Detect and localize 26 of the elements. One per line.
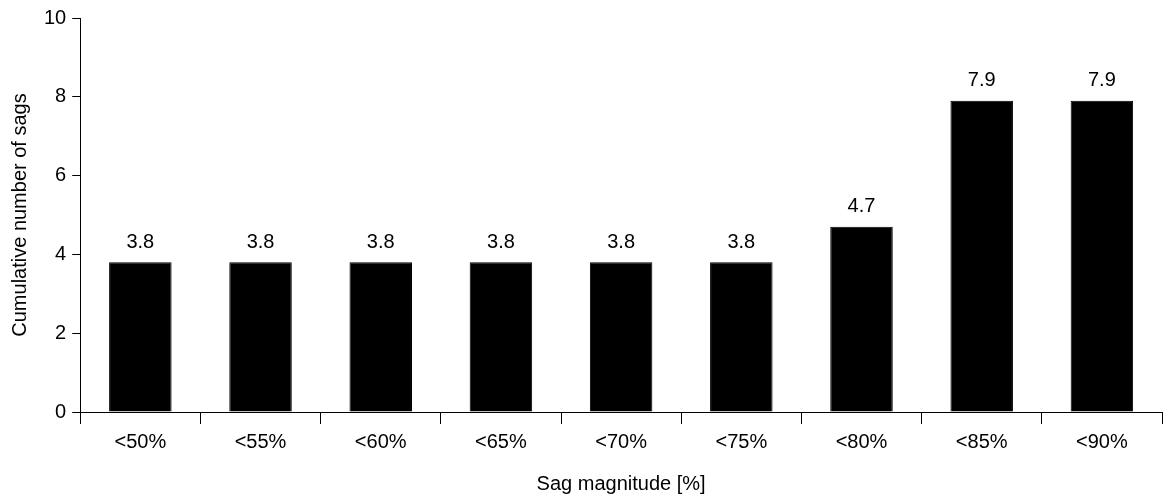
x-tick-label: <50% (114, 429, 167, 452)
x-tick-label: <85% (955, 429, 1008, 452)
y-tick-label: 6 (55, 163, 67, 186)
y-tick-label: 2 (55, 320, 67, 343)
y-tick-label: 4 (55, 241, 67, 264)
data-label: 4.7 (847, 194, 876, 217)
y-tick-label: 0 (55, 399, 67, 422)
x-tick-label: <60% (354, 429, 407, 452)
x-tick-label: <75% (715, 429, 768, 452)
data-label: 3.8 (246, 229, 275, 252)
data-label: 3.8 (727, 229, 756, 252)
x-tick-label: <80% (835, 429, 888, 452)
data-label: 3.8 (487, 229, 515, 252)
data-label: 7.9 (967, 68, 996, 91)
data-label: 3.8 (126, 229, 155, 252)
data-label: 3.8 (607, 229, 636, 252)
y-axis-title: Cumulative number of sags (7, 93, 30, 337)
data-label: 3.8 (366, 229, 395, 252)
x-axis-title: Sag magnitude [%] (536, 471, 706, 494)
x-tick-label: <90% (1076, 429, 1128, 452)
x-tick-label: <70% (595, 429, 648, 452)
x-tick-label: <55% (234, 429, 287, 452)
y-tick-label: 8 (55, 84, 67, 107)
x-tick-label: <65% (475, 429, 527, 452)
y-tick-label: 10 (44, 5, 67, 28)
data-label: 7.9 (1088, 68, 1116, 91)
